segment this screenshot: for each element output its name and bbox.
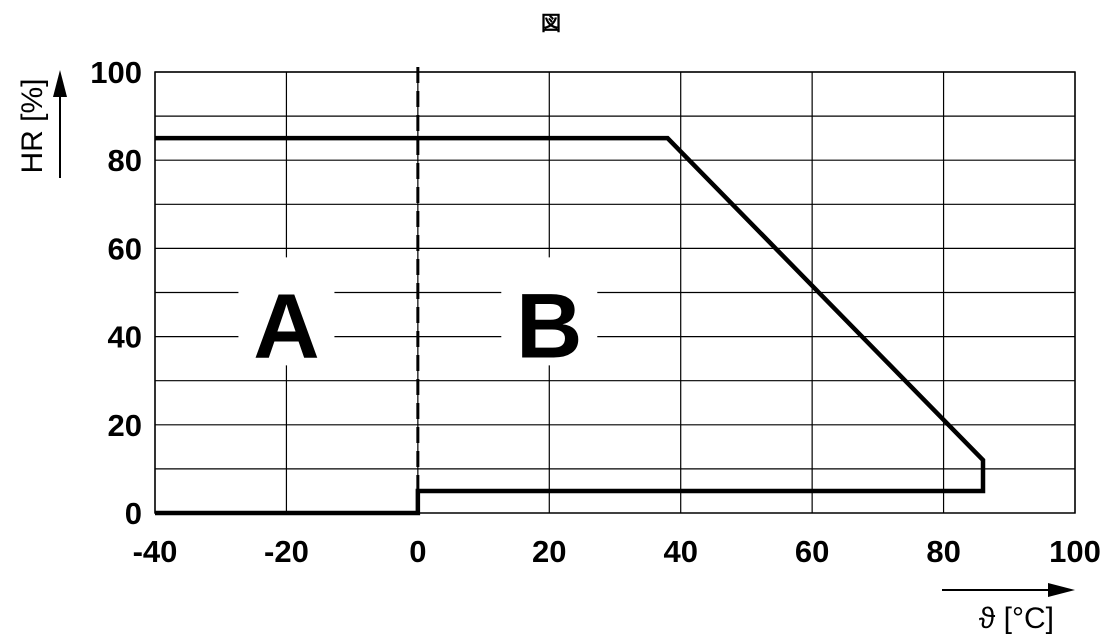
series-line-0	[155, 135, 986, 516]
x-tick-label: -20	[264, 534, 309, 569]
y-tick-label: 40	[108, 320, 142, 355]
series	[155, 135, 986, 516]
y-tick-label: 0	[125, 496, 142, 531]
x-tick-labels: -40 -20 0 20 40 60 80 100	[133, 534, 1100, 569]
region-label-b: B	[516, 275, 582, 377]
y-tick-label: 100	[90, 55, 142, 90]
x-tick-label: 100	[1049, 534, 1100, 569]
y-axis-arrow-head	[53, 70, 67, 97]
y-tick-label: 80	[108, 143, 142, 178]
plot-frame	[154, 71, 1076, 514]
region-label-background	[238, 257, 335, 366]
x-tick-label: 40	[663, 534, 697, 569]
y-axis-label-group: HR [%]	[16, 70, 67, 178]
x-axis-arrow-head	[1048, 583, 1075, 597]
chart-title: 図	[541, 11, 561, 35]
y-tick-label: 20	[108, 408, 142, 443]
region-label-background	[501, 257, 598, 366]
x-axis-label-group: ϑ [°C]	[942, 583, 1075, 635]
x-tick-label: 0	[409, 534, 426, 569]
y-tick-labels: 0 20 40 60 80 100	[90, 55, 142, 531]
y-axis-label: HR [%]	[16, 78, 49, 173]
x-tick-label: -40	[133, 534, 178, 569]
region-label-a: A	[253, 275, 319, 377]
x-tick-label: 80	[926, 534, 960, 569]
y-tick-label: 60	[108, 231, 142, 266]
x-tick-label: 20	[532, 534, 566, 569]
x-tick-label: 60	[795, 534, 829, 569]
x-axis-label: ϑ [°C]	[979, 602, 1054, 635]
